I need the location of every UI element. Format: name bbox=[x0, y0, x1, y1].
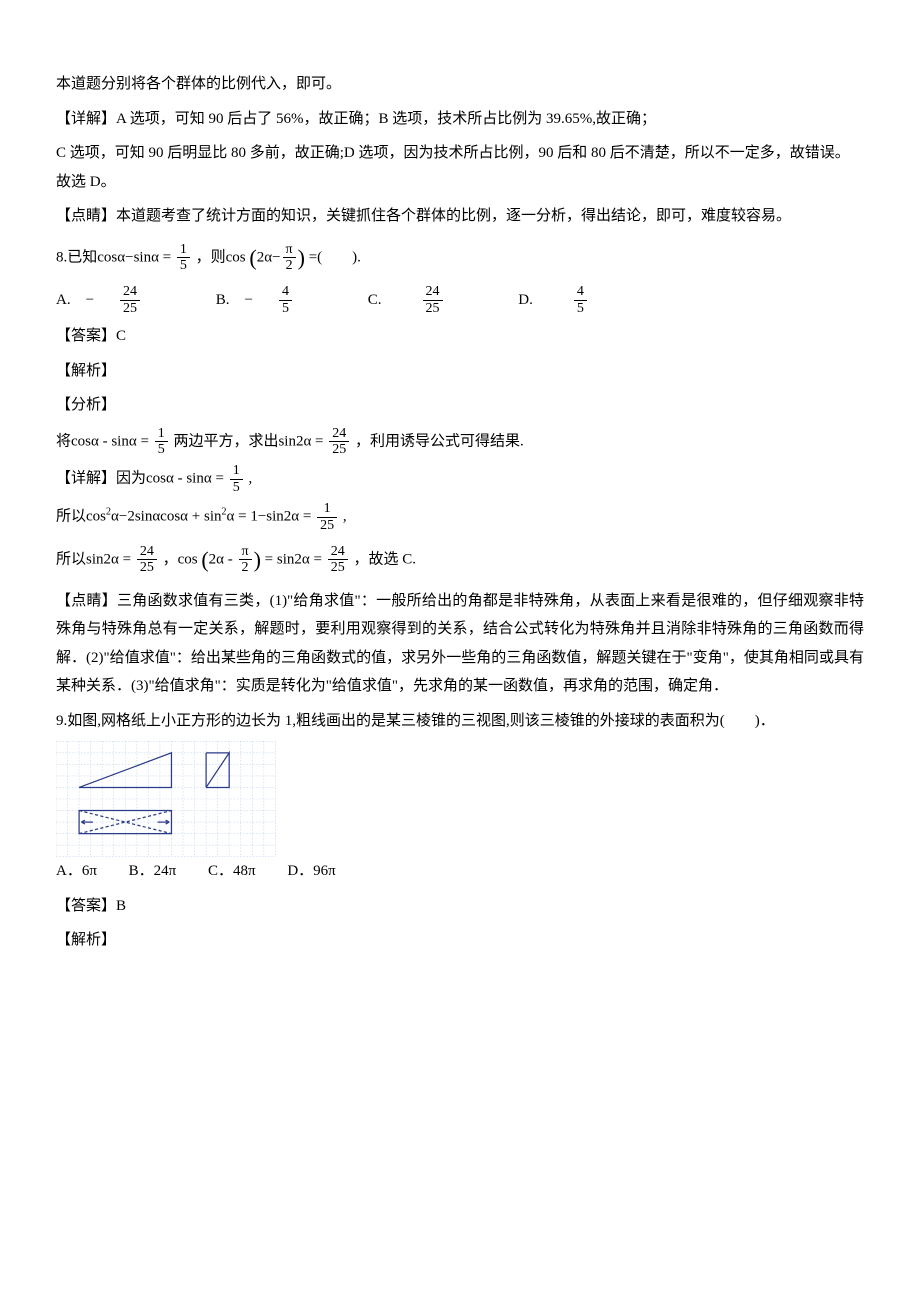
fraction: 45 bbox=[574, 284, 611, 316]
option-c: C. 2425 bbox=[368, 284, 491, 316]
question-8-options: A. −2425 B. −45 C. 2425 D. 45 bbox=[56, 284, 864, 316]
fraction: π 2 bbox=[283, 242, 296, 274]
numerator: 4 bbox=[279, 284, 292, 300]
option-label: A. − bbox=[56, 286, 94, 315]
paragraph: 【点睛】本道题考查了统计方面的知识，关键抓住各个群体的比例，逐一分析，得出结论，… bbox=[56, 202, 864, 231]
text: 将cosα - sinα = bbox=[56, 433, 149, 449]
option-a: A．6π bbox=[56, 857, 97, 886]
denominator: 25 bbox=[137, 560, 157, 575]
numerator: 24 bbox=[328, 544, 348, 560]
fraction: 2425 bbox=[328, 544, 348, 576]
text: α−2sinαcosα + sin bbox=[111, 508, 222, 524]
text: ，利用诱导公式可得结果. bbox=[355, 433, 524, 449]
text: 所以cos bbox=[56, 508, 106, 524]
numerator: π bbox=[283, 242, 296, 258]
fraction: 125 bbox=[317, 501, 337, 533]
option-d: D．96π bbox=[287, 857, 335, 886]
numerator: π bbox=[239, 544, 252, 560]
right-paren: ) bbox=[254, 547, 261, 572]
numerator: 24 bbox=[329, 426, 349, 442]
fraction: 15 bbox=[230, 463, 243, 495]
dianjing: 【点睛】三角函数求值有三类，(1)"给角求值"：一般所给出的角都是非特殊角，从表… bbox=[56, 587, 864, 701]
detail-line-3: 所以sin2α = 2425 ，cos (2α - π2) = sin2α = … bbox=[56, 539, 864, 581]
text: 两边平方，求出sin2α = bbox=[173, 433, 323, 449]
text: α = 1−sin2α = bbox=[227, 508, 316, 524]
question-9: 9.如图,网格纸上小正方形的边长为 1,粗线画出的是某三棱锥的三视图,则该三棱锥… bbox=[56, 707, 864, 736]
denominator: 5 bbox=[574, 301, 587, 316]
paragraph: 本道题分别将各个群体的比例代入，即可。 bbox=[56, 70, 864, 99]
option-b: B. − 45 bbox=[216, 284, 340, 316]
paragraph: 【详解】A 选项，可知 90 后占了 56%，故正确；B 选项，技术所占比例为 … bbox=[56, 105, 864, 134]
option-label: B. − bbox=[216, 286, 253, 315]
solution-label: 【解析】 bbox=[56, 357, 864, 386]
fraction: 2425 bbox=[329, 426, 349, 458]
text: ，则cos bbox=[196, 249, 246, 265]
question-9-options: A．6π B．24π C．48π D．96π bbox=[56, 857, 864, 886]
question-8: 8.已知cosα−sinα = 1 5 ，则cos (2α− π 2 ) =( … bbox=[56, 237, 864, 279]
analysis-label: 【分析】 bbox=[56, 391, 864, 420]
numerator: 4 bbox=[574, 284, 587, 300]
denominator: 25 bbox=[120, 301, 140, 316]
text: ，故选 C. bbox=[353, 551, 416, 567]
denominator: 2 bbox=[283, 258, 296, 273]
option-label: D. bbox=[518, 286, 548, 315]
text: , bbox=[248, 471, 252, 487]
numerator: 1 bbox=[317, 501, 337, 517]
detail-line-1: 【详解】因为cosα - sinα = 15 , bbox=[56, 463, 864, 495]
fraction: π2 bbox=[239, 544, 252, 576]
text: 【详解】因为cosα - sinα = bbox=[56, 471, 224, 487]
fraction: 2425 bbox=[423, 284, 467, 316]
fraction: 15 bbox=[155, 426, 168, 458]
text: ，cos bbox=[163, 551, 198, 567]
solution-label: 【解析】 bbox=[56, 926, 864, 955]
fraction: 45 bbox=[279, 284, 316, 316]
text: =( ). bbox=[309, 249, 361, 265]
answer: 【答案】B bbox=[56, 892, 864, 921]
numerator: 24 bbox=[120, 284, 140, 300]
denominator: 5 bbox=[230, 480, 243, 495]
denominator: 25 bbox=[317, 518, 337, 533]
numerator: 1 bbox=[230, 463, 243, 479]
text: , bbox=[343, 508, 347, 524]
numerator: 24 bbox=[423, 284, 443, 300]
denominator: 2 bbox=[239, 560, 252, 575]
denominator: 25 bbox=[423, 301, 443, 316]
left-paren: ( bbox=[249, 245, 256, 270]
text: 所以sin2α = bbox=[56, 551, 131, 567]
denominator: 25 bbox=[329, 442, 349, 457]
detail-line-2: 所以cos2α−2sinαcosα + sin2α = 1−sin2α = 12… bbox=[56, 501, 864, 533]
text: = sin2α = bbox=[265, 551, 322, 567]
text: 8.已知cosα−sinα = bbox=[56, 249, 171, 265]
text: 2α− bbox=[257, 249, 281, 265]
paragraph: C 选项，可知 90 后明显比 80 多前，故正确;D 选项，因为技术所占比例，… bbox=[56, 139, 864, 196]
three-view-diagram bbox=[56, 741, 864, 857]
right-paren: ) bbox=[298, 245, 305, 270]
option-a: A. − 2425 bbox=[56, 284, 188, 316]
answer: 【答案】C bbox=[56, 322, 864, 351]
denominator: 25 bbox=[328, 560, 348, 575]
option-c: C．48π bbox=[208, 857, 256, 886]
analysis-text: 将cosα - sinα = 15 两边平方，求出sin2α = 2425 ，利… bbox=[56, 426, 864, 458]
denominator: 5 bbox=[177, 258, 190, 273]
numerator: 1 bbox=[177, 242, 190, 258]
numerator: 24 bbox=[137, 544, 157, 560]
option-b: B．24π bbox=[129, 857, 177, 886]
option-label: C. bbox=[368, 286, 397, 315]
option-d: D. 45 bbox=[518, 284, 635, 316]
numerator: 1 bbox=[155, 426, 168, 442]
left-paren: ( bbox=[201, 547, 208, 572]
text: 2α - bbox=[209, 551, 237, 567]
fraction: 2425 bbox=[137, 544, 157, 576]
fraction: 2425 bbox=[120, 284, 164, 316]
denominator: 5 bbox=[155, 442, 168, 457]
denominator: 5 bbox=[279, 301, 292, 316]
fraction: 1 5 bbox=[177, 242, 190, 274]
